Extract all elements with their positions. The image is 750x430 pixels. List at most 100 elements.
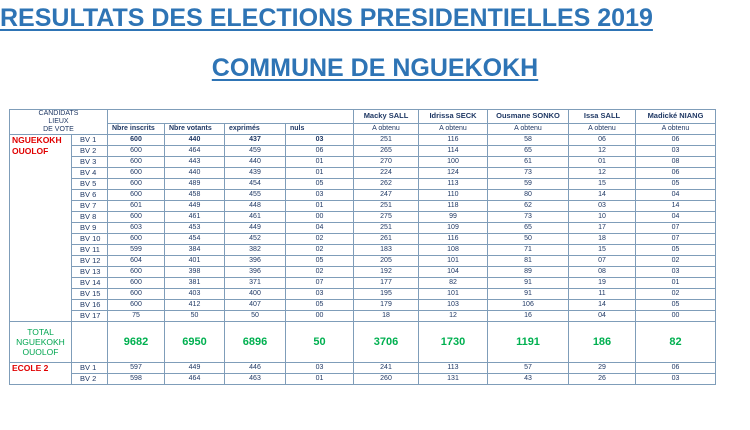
bureau-de-vote: BV 17: [71, 310, 108, 322]
cell-votants: 454: [164, 233, 225, 245]
bureau-de-vote: BV 7: [71, 200, 108, 212]
cell-inscrits: 604: [107, 255, 165, 267]
cell-macky: 251: [353, 222, 419, 234]
total-ousmane: 1191: [487, 321, 569, 363]
cell-nuls: 01: [285, 167, 354, 179]
cell-ousmane: 58: [487, 134, 569, 146]
cell-inscrits: 600: [107, 288, 165, 300]
cell-votants: 453: [164, 222, 225, 234]
cell-votants: 50: [164, 310, 225, 322]
cell-votants: 412: [164, 299, 225, 311]
cell-idrissa: 114: [418, 145, 488, 157]
cell-macky: 260: [353, 373, 419, 385]
table-row: BV 6 600 458 455 03 247 110 80 14 04: [10, 189, 716, 201]
cell-madicke: 02: [635, 255, 716, 267]
cell-nuls: 03: [285, 288, 354, 300]
cell-nuls: 05: [285, 255, 354, 267]
cell-votants: 401: [164, 255, 225, 267]
candidate-header: Ousmane SONKO: [487, 109, 569, 124]
table-row: BV 12 604 401 396 05 205 101 81 07 02: [10, 255, 716, 267]
cell-exprimes: 396: [224, 266, 286, 278]
cell-ousmane: 43: [487, 373, 569, 385]
cell-inscrits: 600: [107, 299, 165, 311]
cell-madicke: 14: [635, 200, 716, 212]
table-row: BV 2 598 464 463 01 260 131 43 26 03: [10, 373, 716, 385]
cell-votants: 381: [164, 277, 225, 289]
cell-issa: 15: [568, 178, 636, 190]
bureau-de-vote: BV 2: [71, 145, 108, 157]
candidate-header: Madické NIANG: [635, 109, 716, 124]
cell-macky: 224: [353, 167, 419, 179]
cell-madicke: 05: [635, 244, 716, 256]
cell-issa: 03: [568, 200, 636, 212]
cell-ousmane: 91: [487, 288, 569, 300]
cell-inscrits: 600: [107, 134, 165, 146]
cell-issa: 11: [568, 288, 636, 300]
cell-macky: 270: [353, 156, 419, 168]
bureau-de-vote: BV 12: [71, 255, 108, 267]
cell-votants: 449: [164, 362, 225, 374]
bureau-de-vote: BV 9: [71, 222, 108, 234]
bureau-de-vote: BV 3: [71, 156, 108, 168]
place-line-1: NGUEKOKH: [12, 135, 62, 146]
table-row: BV 9 603 453 449 04 251 109 65 17 07: [10, 222, 716, 234]
cell-madicke: 03: [635, 373, 716, 385]
cell-ousmane: 16: [487, 310, 569, 322]
place-line-2: OUOLOF: [12, 146, 49, 156]
col-header-inscrits: Nbre inscrits: [107, 122, 165, 136]
cell-madicke: 04: [635, 211, 716, 223]
cell-votants: 398: [164, 266, 225, 278]
cell-macky: 192: [353, 266, 419, 278]
cell-issa: 06: [568, 134, 636, 146]
cell-votants: 384: [164, 244, 225, 256]
cell-inscrits: 600: [107, 277, 165, 289]
col-header-votants: Nbre votants: [164, 122, 225, 136]
table-row: BV 7 601 449 448 01 251 118 62 03 14: [10, 200, 716, 212]
cell-inscrits: 75: [107, 310, 165, 322]
cell-exprimes: 452: [224, 233, 286, 245]
cell-ousmane: 65: [487, 222, 569, 234]
bureau-de-vote: BV 4: [71, 167, 108, 179]
total-place-line2: NGUEKOKH: [16, 337, 65, 347]
bureau-de-vote: BV 14: [71, 277, 108, 289]
total-madicke: 82: [635, 321, 716, 363]
cell-macky: 275: [353, 211, 419, 223]
cell-ousmane: 91: [487, 277, 569, 289]
cell-issa: 12: [568, 145, 636, 157]
cell-ousmane: 61: [487, 156, 569, 168]
table-row: BV 3 600 443 440 01 270 100 61 01 08: [10, 156, 716, 168]
cell-exprimes: 449: [224, 222, 286, 234]
cell-issa: 14: [568, 189, 636, 201]
cell-exprimes: 382: [224, 244, 286, 256]
cell-nuls: 04: [285, 222, 354, 234]
cell-inscrits: 600: [107, 167, 165, 179]
cell-nuls: 06: [285, 145, 354, 157]
candidats-label: CANDIDATS: [38, 110, 79, 118]
polling-place-name: NGUEKOKH OUOLOF: [9, 134, 72, 322]
cell-madicke: 05: [635, 178, 716, 190]
cell-nuls: 00: [285, 310, 354, 322]
cell-ousmane: 80: [487, 189, 569, 201]
cell-exprimes: 459: [224, 145, 286, 157]
cell-macky: 251: [353, 200, 419, 212]
bureau-de-vote: BV 13: [71, 266, 108, 278]
table-row: BV 15 600 403 400 03 195 101 91 11 02: [10, 288, 716, 300]
cell-macky: 179: [353, 299, 419, 311]
cell-votants: 489: [164, 178, 225, 190]
cell-inscrits: 600: [107, 233, 165, 245]
cell-macky: 177: [353, 277, 419, 289]
cell-exprimes: 448: [224, 200, 286, 212]
cell-inscrits: 600: [107, 178, 165, 190]
cell-madicke: 01: [635, 277, 716, 289]
cell-votants: 458: [164, 189, 225, 201]
cell-exprimes: 437: [224, 134, 286, 146]
cell-issa: 18: [568, 233, 636, 245]
cell-madicke: 02: [635, 288, 716, 300]
cell-votants: 464: [164, 145, 225, 157]
cell-exprimes: 455: [224, 189, 286, 201]
cell-idrissa: 101: [418, 255, 488, 267]
cell-idrissa: 118: [418, 200, 488, 212]
cell-exprimes: 454: [224, 178, 286, 190]
polling-place-name: ECOLE 2: [9, 362, 72, 385]
cell-votants: 449: [164, 200, 225, 212]
